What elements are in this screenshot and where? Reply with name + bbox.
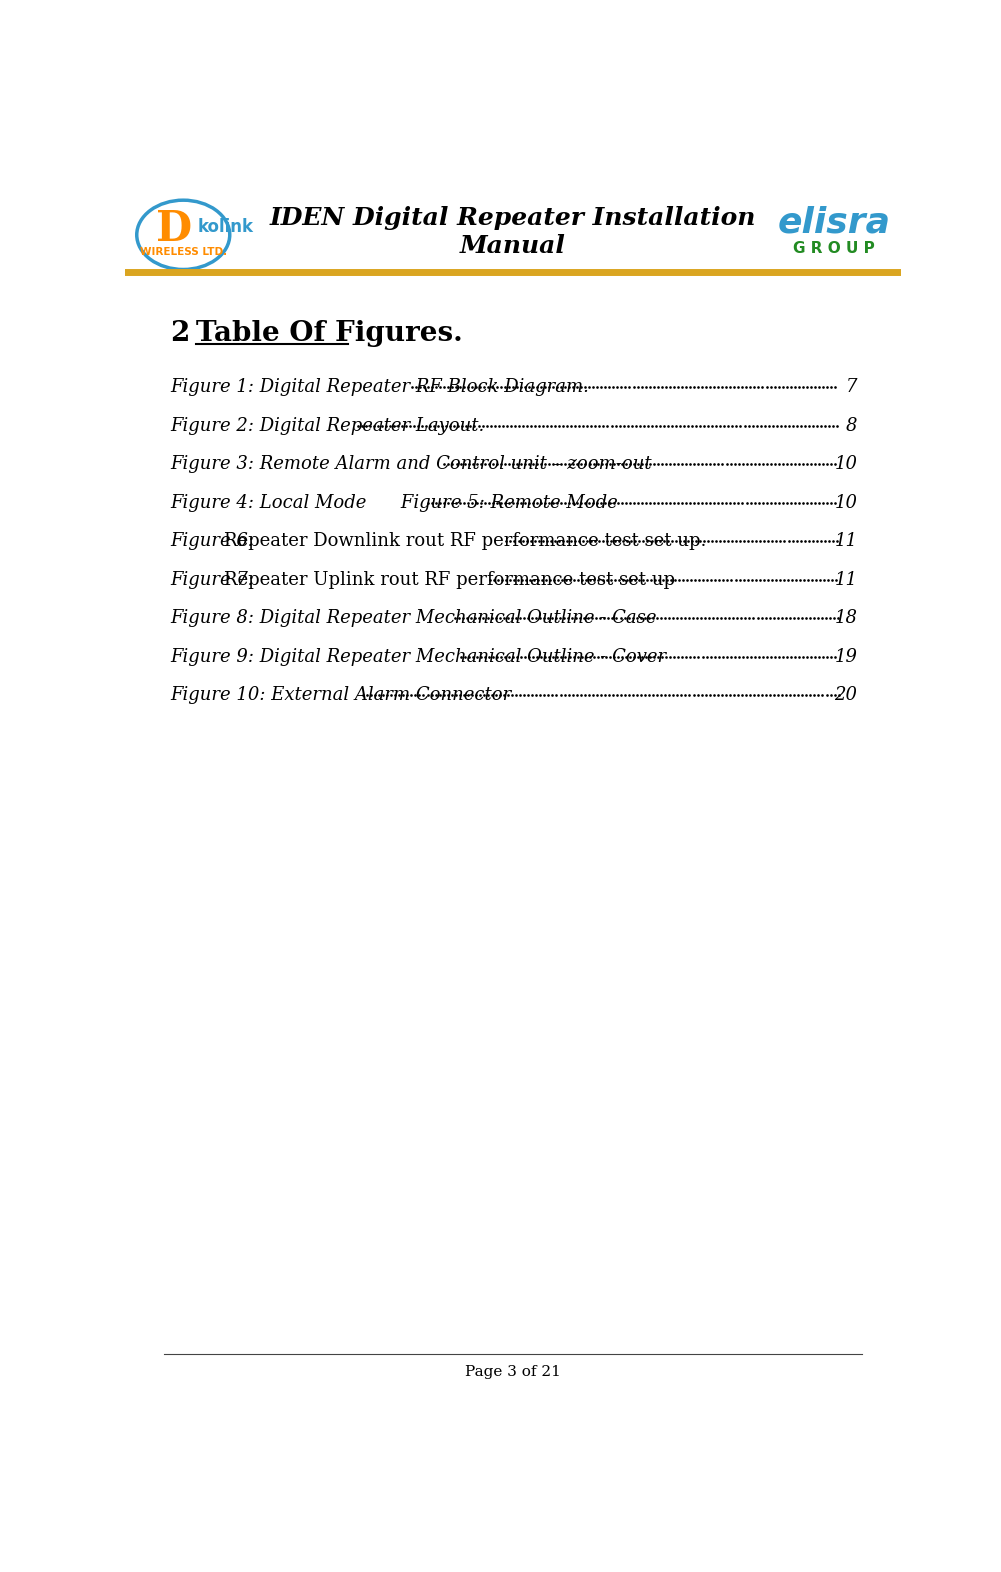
- Text: 2: 2: [170, 319, 189, 347]
- Text: Figure 9: Digital Repeater Mechanical Outline - Cover: Figure 9: Digital Repeater Mechanical Ou…: [170, 648, 667, 667]
- Text: elisra: elisra: [778, 206, 891, 239]
- Text: Page 3 of 21: Page 3 of 21: [464, 1364, 561, 1379]
- Text: Figure 3: Remote Alarm and Control unit – zoom-out: Figure 3: Remote Alarm and Control unit …: [170, 456, 652, 473]
- Text: D: D: [156, 208, 192, 250]
- Text: Figure 2: Digital Repeater Layout.: Figure 2: Digital Repeater Layout.: [170, 417, 484, 435]
- Text: G R O U P: G R O U P: [794, 241, 875, 256]
- Text: 19: 19: [835, 648, 858, 667]
- Text: Figure 4: Local Mode      Figure 5: Remote Mode: Figure 4: Local Mode Figure 5: Remote Mo…: [170, 494, 618, 512]
- Text: Repeater Uplink rout RF performance test set up: Repeater Uplink rout RF performance test…: [224, 571, 676, 590]
- Text: Figure 1: Digital Repeater RF Block Diagram.: Figure 1: Digital Repeater RF Block Diag…: [170, 379, 589, 396]
- Text: Table Of Figures.: Table Of Figures.: [196, 319, 463, 347]
- Text: 20: 20: [835, 687, 858, 704]
- Text: 11: 11: [835, 571, 858, 590]
- Text: 10: 10: [835, 494, 858, 512]
- Text: WIRELESS LTD.: WIRELESS LTD.: [140, 247, 227, 256]
- Text: 11: 11: [835, 533, 858, 550]
- Text: Figure 10: External Alarm Connector: Figure 10: External Alarm Connector: [170, 687, 512, 704]
- Text: Figure 8: Digital Repeater Mechanical Outline - Case: Figure 8: Digital Repeater Mechanical Ou…: [170, 610, 657, 627]
- Text: IDEN Digital Repeater Installation: IDEN Digital Repeater Installation: [269, 206, 756, 230]
- Text: Figure 6:: Figure 6:: [170, 533, 260, 550]
- Text: kolink: kolink: [197, 219, 253, 236]
- Text: 10: 10: [835, 456, 858, 473]
- Text: 7: 7: [846, 379, 858, 396]
- Text: Figure 7:: Figure 7:: [170, 571, 260, 590]
- Text: 8: 8: [846, 417, 858, 435]
- Text: Repeater Downlink rout RF performance test set up.: Repeater Downlink rout RF performance te…: [224, 533, 707, 550]
- Text: Manual: Manual: [459, 234, 566, 258]
- Text: 18: 18: [835, 610, 858, 627]
